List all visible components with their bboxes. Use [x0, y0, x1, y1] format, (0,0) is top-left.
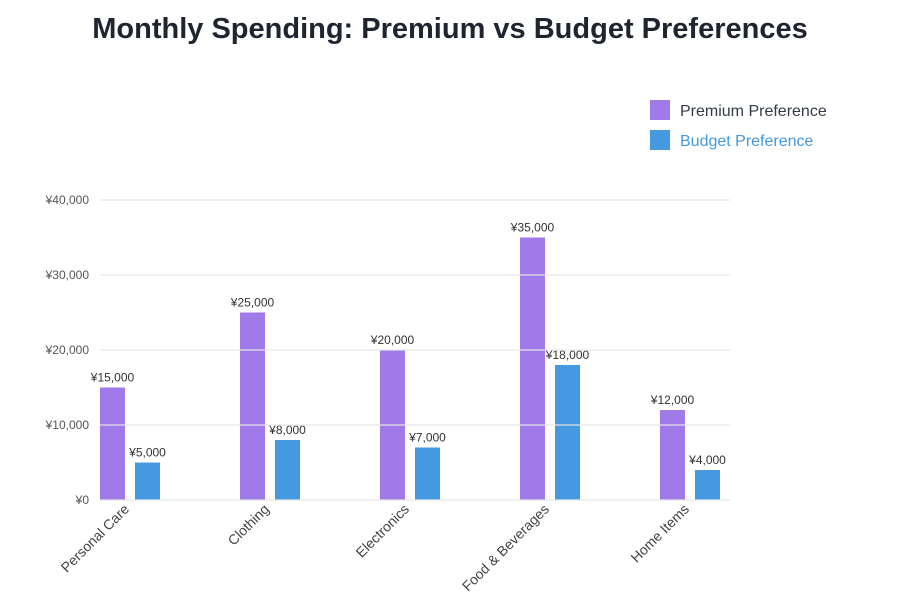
data-label: ¥8,000	[268, 423, 306, 437]
y-tick-label: ¥0	[75, 493, 90, 507]
legend-item: Budget Preference	[680, 133, 814, 150]
x-tick-label: Food & Beverages	[459, 501, 552, 594]
data-label: ¥15,000	[90, 371, 135, 385]
bar-budget	[555, 365, 580, 500]
legend-swatch	[650, 130, 670, 150]
x-tick-label: Clothing	[224, 501, 272, 549]
x-tick-label: Home Items	[627, 501, 692, 566]
data-label: ¥35,000	[510, 221, 555, 235]
bar-premium	[520, 237, 545, 500]
bar-premium	[660, 410, 685, 500]
data-label: ¥4,000	[688, 453, 726, 467]
x-tick-label: Personal Care	[58, 501, 133, 576]
bar-premium	[240, 312, 265, 500]
x-tick-label: Electronics	[352, 501, 412, 561]
y-tick-label: ¥40,000	[45, 193, 90, 207]
y-tick-label: ¥20,000	[45, 343, 90, 357]
bar-budget	[695, 470, 720, 500]
legend-swatch	[650, 100, 670, 120]
bar-premium	[100, 387, 125, 500]
bar-budget	[415, 447, 440, 500]
data-label: ¥7,000	[408, 431, 446, 445]
chart-title: Monthly Spending: Premium vs Budget Pref…	[92, 13, 808, 45]
bar-budget	[135, 462, 160, 500]
data-label: ¥5,000	[128, 446, 166, 460]
y-tick-label: ¥10,000	[45, 418, 90, 432]
data-label: ¥20,000	[370, 333, 415, 347]
data-label: ¥12,000	[650, 393, 695, 407]
legend-item: Premium Preference	[680, 103, 827, 120]
bar-budget	[275, 440, 300, 500]
data-label: ¥18,000	[545, 348, 590, 362]
data-label: ¥25,000	[230, 296, 275, 310]
y-tick-label: ¥30,000	[45, 268, 90, 282]
